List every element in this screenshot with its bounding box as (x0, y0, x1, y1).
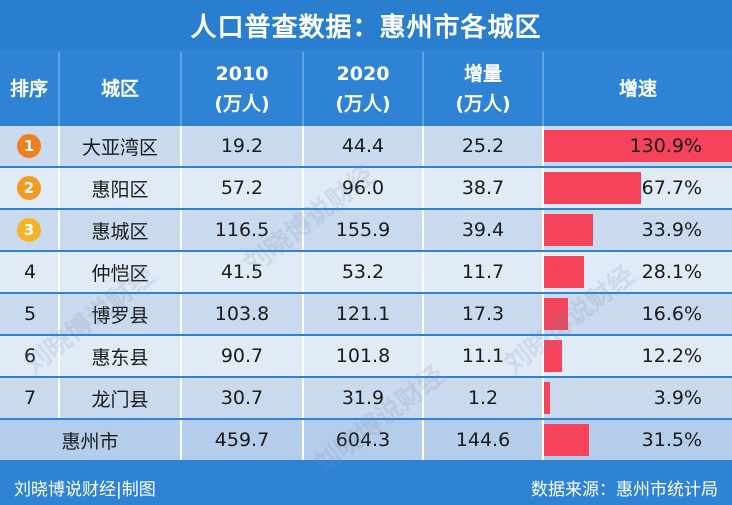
growth-cell: 67.7% (542, 168, 732, 208)
growth-bar (544, 130, 732, 162)
increase-cell: 38.7 (422, 168, 542, 208)
district-cell: 大亚湾区 (58, 126, 180, 166)
table-row: 3 惠城区 116.5 155.9 39.4 33.9% (0, 210, 732, 250)
growth-value: 16.6% (641, 303, 702, 325)
growth-bar (544, 298, 568, 330)
increase-cell: 11.1 (422, 336, 542, 376)
table-row: 6 惠东县 90.7 101.8 11.1 12.2% (0, 336, 732, 376)
growth-value: 130.9% (629, 135, 702, 157)
pop-2020-cell: 44.4 (302, 126, 422, 166)
pop-2010-cell: 90.7 (180, 336, 302, 376)
growth-value: 3.9% (653, 387, 702, 409)
rank-cell: 7 (24, 387, 37, 409)
pop-2010-cell: 116.5 (180, 210, 302, 250)
growth-value: 31.5% (641, 429, 702, 451)
pop-2020-cell: 31.9 (302, 378, 422, 418)
increase-cell: 25.2 (422, 126, 542, 166)
table-body: 1 大亚湾区 19.2 44.4 25.2 130.9% 2 惠阳区 57.2 96.0 38.7 6… (0, 126, 732, 462)
pop-2010-cell: 41.5 (180, 252, 302, 292)
header-growth: 增速 (542, 52, 732, 126)
district-cell: 龙门县 (58, 378, 180, 418)
growth-bar (544, 256, 585, 288)
rank-cell: 5 (24, 303, 37, 325)
growth-value: 28.1% (641, 261, 702, 283)
growth-bar (544, 340, 562, 372)
growth-cell: 12.2% (542, 336, 732, 376)
growth-bar (544, 382, 550, 414)
pop-2010-cell: 19.2 (180, 126, 302, 166)
pop-2010-cell: 30.7 (180, 378, 302, 418)
pop-2020-cell: 155.9 (302, 210, 422, 250)
growth-cell: 31.5% (542, 420, 732, 460)
growth-bar (544, 424, 590, 456)
pop-2020-cell: 101.8 (302, 336, 422, 376)
district-cell: 惠阳区 (58, 168, 180, 208)
rank-cell: 2 (0, 168, 58, 208)
growth-cell: 33.9% (542, 210, 732, 250)
pop-2020-cell: 96.0 (302, 168, 422, 208)
growth-cell: 16.6% (542, 294, 732, 334)
district-cell: 仲恺区 (58, 252, 180, 292)
rank-cell: 6 (24, 345, 37, 367)
increase-cell: 144.6 (422, 420, 542, 460)
district-cell: 惠东县 (58, 336, 180, 376)
rank-cell: 1 (0, 126, 58, 166)
rank-cell: 3 (0, 210, 58, 250)
district-cell: 博罗县 (58, 294, 180, 334)
page-title: 人口普查数据：惠州市各城区 (0, 0, 732, 50)
district-cell: 惠州市 (61, 430, 119, 453)
pop-2020-cell: 604.3 (302, 420, 422, 460)
table-row: 5 博罗县 103.8 121.1 17.3 16.6% (0, 294, 732, 334)
footer: 刘晓博说财经|制图 数据来源：惠州市统计局 (0, 470, 732, 505)
pop-2020-cell: 121.1 (302, 294, 422, 334)
rank-badge: 2 (17, 176, 41, 200)
rank-badge: 3 (17, 218, 41, 242)
header-increase: 增量 (万人) (422, 52, 542, 126)
header-2010: 2010 (万人) (180, 52, 302, 126)
growth-cell: 3.9% (542, 378, 732, 418)
footer-credit: 刘晓博说财经|制图 (14, 480, 156, 500)
increase-cell: 1.2 (422, 378, 542, 418)
growth-cell: 130.9% (542, 126, 732, 166)
header-rank: 排序 (9, 78, 48, 100)
increase-cell: 39.4 (422, 210, 542, 250)
growth-value: 33.9% (641, 219, 702, 241)
table-header: 排序 城区 2010 (万人) 2020 (万人) 增量 (万人) 增速 (0, 52, 732, 126)
rank-badge: 1 (17, 134, 41, 158)
table-row: 1 大亚湾区 19.2 44.4 25.2 130.9% (0, 126, 732, 166)
district-cell: 惠城区 (58, 210, 180, 250)
growth-value: 67.7% (641, 177, 702, 199)
pop-2010-cell: 459.7 (180, 420, 302, 460)
pop-2010-cell: 103.8 (180, 294, 302, 334)
footer-source: 数据来源：惠州市统计局 (531, 480, 718, 500)
increase-cell: 17.3 (422, 294, 542, 334)
pop-2020-cell: 53.2 (302, 252, 422, 292)
growth-value: 12.2% (641, 345, 702, 367)
table-row: 4 仲恺区 41.5 53.2 11.7 28.1% (0, 252, 732, 292)
table-row: 7 龙门县 30.7 31.9 1.2 3.9% (0, 378, 732, 418)
header-2020: 2020 (万人) (302, 52, 422, 126)
pop-2010-cell: 57.2 (180, 168, 302, 208)
growth-bar (544, 214, 593, 246)
rank-cell: 4 (24, 261, 37, 283)
growth-bar (544, 172, 642, 204)
increase-cell: 11.7 (422, 252, 542, 292)
table-row-total: 惠州市 459.7 604.3 144.6 31.5% (0, 420, 732, 460)
table-row: 2 惠阳区 57.2 96.0 38.7 67.7% (0, 168, 732, 208)
growth-cell: 28.1% (542, 252, 732, 292)
header-district: 城区 (58, 52, 180, 126)
